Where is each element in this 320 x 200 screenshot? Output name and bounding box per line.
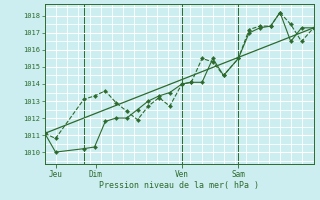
X-axis label: Pression niveau de la mer( hPa ): Pression niveau de la mer( hPa ) bbox=[99, 181, 259, 190]
